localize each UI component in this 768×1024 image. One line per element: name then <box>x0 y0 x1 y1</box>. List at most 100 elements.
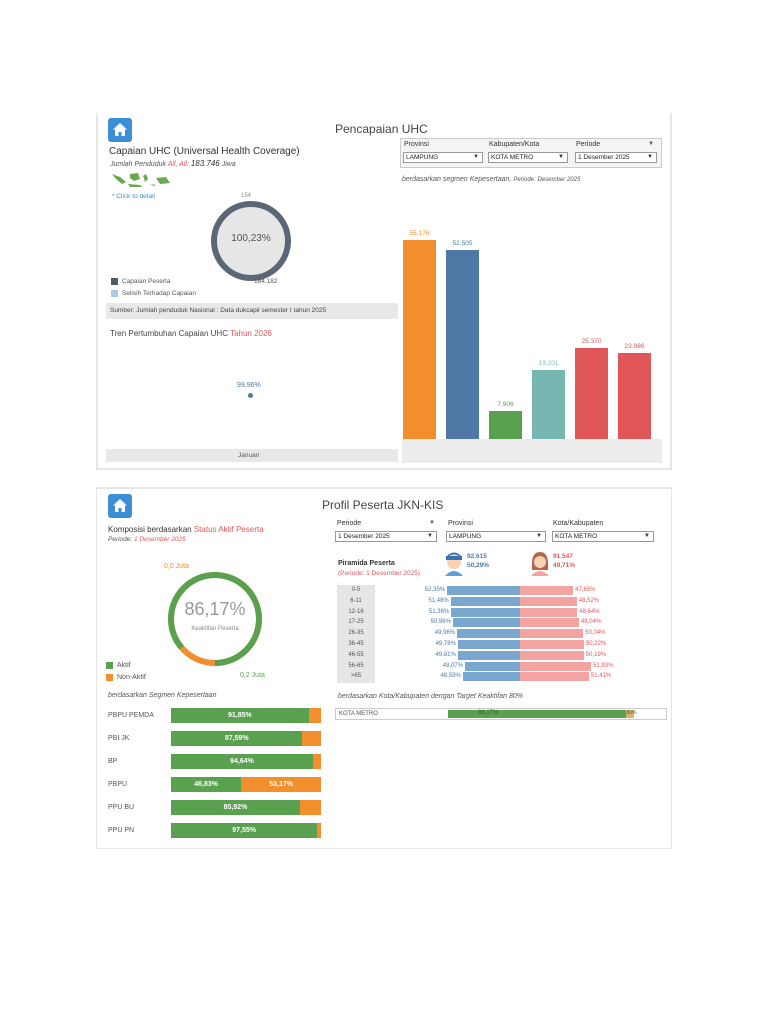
male-pct-label: 51,36% <box>428 608 450 615</box>
segment-inactive-bar[interactable] <box>299 800 321 815</box>
segment-bar[interactable] <box>575 347 608 439</box>
home-icon <box>113 123 127 136</box>
provinsi-select[interactable]: LAMPUNG ▼ <box>403 152 483 163</box>
female-bar[interactable] <box>520 640 584 649</box>
male-bar[interactable] <box>462 672 520 682</box>
bar-value-label: 52.505 <box>452 239 473 247</box>
female-bar[interactable] <box>520 586 574 595</box>
male-count: 92.615 <box>467 553 487 560</box>
female-bar[interactable] <box>520 650 584 660</box>
chevron-down-icon: ▼ <box>427 533 433 539</box>
male-bar[interactable] <box>450 596 520 606</box>
female-avatar-icon <box>531 552 549 576</box>
home-button[interactable] <box>108 494 132 518</box>
age-group-label: >65 <box>350 673 362 680</box>
periode-select[interactable]: 1 Desember 2025 ▼ <box>575 152 657 163</box>
male-pct-label: 50,96% <box>430 619 451 626</box>
segment-active-bar[interactable]: 87,59% <box>171 731 303 746</box>
segment-active-bar[interactable]: 91,85% <box>171 708 309 723</box>
female-pct-label: 50,04% <box>585 630 606 637</box>
filter-menu-icon[interactable]: ▼ <box>648 141 654 147</box>
male-pct-label: 49,78% <box>435 641 456 647</box>
legend-swatch-nonaktif <box>106 674 113 681</box>
segment-inactive-bar[interactable] <box>302 731 321 746</box>
male-bar[interactable] <box>465 661 520 671</box>
female-bar[interactable] <box>520 607 578 617</box>
male-bar[interactable] <box>451 607 520 617</box>
bar-value-label: 7.906 <box>497 400 514 408</box>
male-pct-label: 48,07% <box>442 662 464 669</box>
trend-point[interactable] <box>248 393 253 398</box>
click-to-detail-link[interactable]: * Click to detail <box>112 193 155 200</box>
chevron-down-icon: ▼ <box>558 154 564 160</box>
profil-panel: Profil Peserta JKN-KIS Komposisi berdasa… <box>96 487 672 849</box>
age-group-label: 46-55 <box>348 651 364 658</box>
female-bar[interactable] <box>520 618 579 628</box>
legend-swatch-selisih <box>111 290 118 297</box>
source-box: Sumber: Jumlah penduduk Nasional : Data … <box>106 303 398 319</box>
segment-active-bar[interactable]: 97,55% <box>171 823 318 838</box>
komposisi-period: Periode: 1 Desember 2025 <box>108 536 186 543</box>
female-bar[interactable] <box>520 596 577 606</box>
age-group-label: 17-25 <box>348 619 364 626</box>
kota-target-label: 80% <box>626 710 637 716</box>
female-pct-label: 51,41% <box>590 673 612 680</box>
trend-title: Tren Pertumbuhan Capaian UHC Tahun 2026 <box>110 329 272 338</box>
segment-bar-chart: 55.176PBPU PEMDA52.505PBI JK7.906BP19.20… <box>402 203 662 461</box>
male-bar[interactable] <box>457 640 520 649</box>
segment-label: PBPU PEMDA <box>108 712 154 719</box>
pyramid-title: Piramida Peserta <box>338 560 395 567</box>
male-pct-label: 49,81% <box>435 651 456 658</box>
segmen-note: berdasarkan Segmen Kepesertaan <box>108 692 217 699</box>
kabupaten-select[interactable]: KOTA METRO ▼ <box>488 152 568 163</box>
kota-select[interactable]: KOTA METRO ▼ <box>552 531 654 542</box>
filter-menu-icon[interactable]: ▼ <box>429 520 435 526</box>
filter-label-periode: Periode <box>576 141 601 148</box>
segment-inactive-bar[interactable] <box>308 708 321 723</box>
home-button[interactable] <box>108 118 132 142</box>
segment-label: PPU BU <box>108 804 135 811</box>
filter-label-periode: Periode <box>337 520 362 527</box>
segment-active-bar[interactable]: 46,83% <box>171 777 242 792</box>
female-bar[interactable] <box>520 672 589 682</box>
segment-bar[interactable] <box>532 369 565 439</box>
segment-status-bars: PBPU PEMDA 91,85% PBI JK 87,59% BP 94,64% PBPU… <box>97 708 327 848</box>
female-bar[interactable] <box>520 629 584 639</box>
age-group-label: 26-35 <box>348 630 364 637</box>
segment-inactive-bar[interactable] <box>312 754 321 769</box>
legend-swatch-capaian <box>111 278 118 285</box>
segment-active-bar[interactable]: 85,92% <box>171 800 300 815</box>
segment-inactive-bar[interactable]: 53,17% <box>241 777 321 792</box>
periode-select[interactable]: 1 Desember 2025 ▼ <box>335 531 437 542</box>
donut-bottom-label: 184.182 <box>254 278 278 285</box>
segment-active-bar[interactable]: 94,64% <box>171 754 313 769</box>
male-bar[interactable] <box>452 618 520 628</box>
kota-row[interactable]: KOTA METRO 86,17% 80% <box>335 708 667 720</box>
segment-bar[interactable] <box>618 352 651 439</box>
chevron-down-icon: ▼ <box>644 533 650 539</box>
segment-note: berdasarkan segmen Kepesertaan, Periode:… <box>402 176 581 183</box>
age-group-label: 12-16 <box>348 608 364 615</box>
segment-inactive-bar[interactable] <box>317 823 321 838</box>
filter-label-kabupaten: Kabupaten/Kota <box>489 141 540 148</box>
bar-value-label: 23.986 <box>624 342 645 350</box>
segment-bar[interactable] <box>489 410 522 439</box>
indonesia-map-icon[interactable] <box>110 170 172 190</box>
chevron-down-icon: ▼ <box>536 533 542 539</box>
female-pct-label: 49,04% <box>580 619 602 626</box>
provinsi-select[interactable]: LAMPUNG ▼ <box>446 531 546 542</box>
segment-bar[interactable] <box>403 240 436 439</box>
page-title: Pencapaian UHC <box>335 122 428 136</box>
segment-bar[interactable] <box>446 249 479 439</box>
legend-label-aktif: Aktif <box>117 662 131 669</box>
kota-value: 86,17% <box>478 710 499 716</box>
male-pct-label: 52,35% <box>424 587 446 593</box>
bar-value-label: 25.370 <box>581 337 602 345</box>
male-bar[interactable] <box>447 586 520 595</box>
legend-swatch-aktif <box>106 662 113 669</box>
male-bar[interactable] <box>457 629 520 639</box>
female-bar[interactable] <box>520 661 592 671</box>
age-group-label: 6-11 <box>350 597 362 604</box>
female-pct-label: 50,22% <box>585 641 607 647</box>
male-bar[interactable] <box>457 650 520 660</box>
